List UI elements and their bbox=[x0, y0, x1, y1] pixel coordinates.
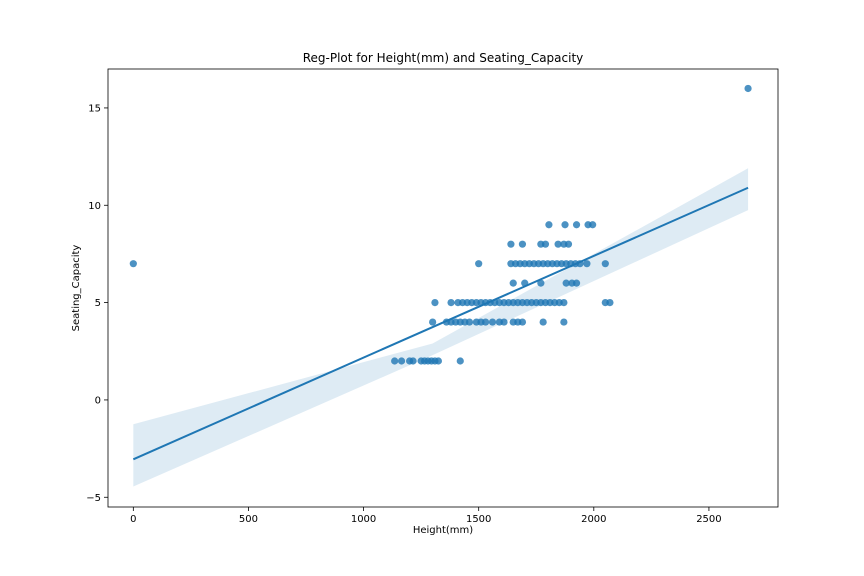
x-ticks: 0 500 1000 1500 2000 2500 bbox=[130, 507, 722, 525]
scatter-point bbox=[129, 260, 137, 268]
regression-line-layer bbox=[132, 186, 749, 461]
scatter-point bbox=[572, 221, 581, 229]
scatter-point bbox=[744, 84, 752, 93]
scatter-point bbox=[434, 357, 442, 365]
scatter-point bbox=[475, 260, 483, 268]
scatter-point bbox=[488, 318, 497, 326]
scatter-point bbox=[409, 357, 417, 365]
scatter-point bbox=[545, 221, 553, 229]
scatter-point bbox=[456, 357, 464, 365]
scatter-point bbox=[583, 260, 591, 268]
x-tick-label: 500 bbox=[239, 514, 258, 525]
y-tick-label: 5 bbox=[95, 298, 101, 309]
x-tick-label: 1000 bbox=[351, 514, 376, 525]
x-tick-label: 2500 bbox=[696, 514, 721, 525]
scatter-point bbox=[507, 240, 515, 248]
x-axis-label: Height(mm) bbox=[413, 525, 473, 536]
confidence-band-layer bbox=[133, 168, 749, 487]
scatter-point bbox=[500, 318, 508, 326]
y-ticks: −5 0 5 10 15 bbox=[86, 103, 108, 504]
plot-frame bbox=[107, 68, 779, 508]
scatter-point bbox=[447, 299, 455, 307]
scatter-point bbox=[601, 260, 609, 268]
scatter-point bbox=[481, 318, 490, 326]
y-tick-label: 15 bbox=[88, 103, 101, 114]
scatter-point bbox=[564, 240, 573, 248]
x-tick-label: 0 bbox=[130, 514, 136, 525]
scatter-point bbox=[541, 240, 550, 248]
scatter-point bbox=[518, 318, 527, 326]
scatter-point bbox=[539, 318, 547, 326]
scatter-point bbox=[560, 318, 568, 326]
y-tick-label: 10 bbox=[88, 201, 101, 212]
scatter-point bbox=[606, 299, 614, 307]
confidence-band bbox=[133, 168, 749, 487]
scatter-point bbox=[562, 279, 570, 287]
scatter-points-layer bbox=[129, 84, 752, 365]
scatter-point bbox=[465, 318, 474, 326]
scatter-point bbox=[518, 240, 527, 248]
scatter-point bbox=[537, 279, 545, 287]
scatter-point bbox=[589, 221, 597, 229]
y-axis-label: Seating_Capacity bbox=[71, 245, 82, 332]
scatter-point bbox=[560, 299, 568, 307]
scatter-point bbox=[572, 279, 581, 287]
scatter-point bbox=[554, 240, 562, 248]
scatter-point bbox=[391, 357, 399, 365]
scatter-point bbox=[509, 279, 517, 287]
y-tick-label: 0 bbox=[95, 395, 101, 406]
chart-title: Reg-Plot for Height(mm) and Seating_Capa… bbox=[303, 51, 584, 65]
regression-line bbox=[132, 186, 749, 461]
scatter-point bbox=[397, 357, 406, 365]
y-tick-label: −5 bbox=[86, 493, 101, 504]
scatter-point bbox=[429, 318, 437, 326]
scatter-point bbox=[431, 299, 439, 307]
scatter-point bbox=[561, 221, 569, 229]
x-tick-label: 1500 bbox=[466, 514, 491, 525]
x-tick-label: 2000 bbox=[581, 514, 606, 525]
